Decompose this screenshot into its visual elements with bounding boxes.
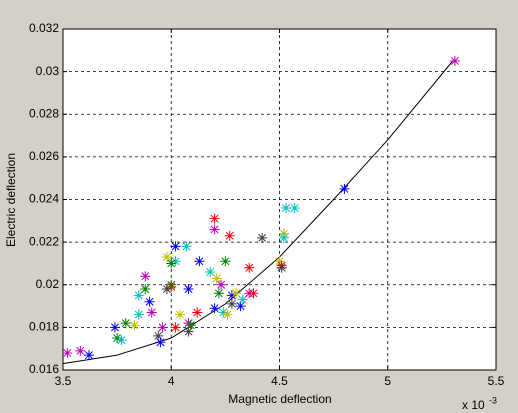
point [209, 224, 220, 235]
point [140, 271, 151, 282]
y-tick-label: 0.026 [29, 149, 59, 163]
point [174, 309, 185, 320]
x-tick-label: 5 [384, 374, 391, 388]
point [75, 345, 86, 356]
point [133, 290, 144, 301]
point [109, 322, 120, 333]
x-tick-label: 4 [168, 374, 175, 388]
axes-box [62, 28, 497, 371]
point [213, 288, 224, 299]
point [155, 337, 166, 348]
point [120, 318, 131, 329]
x-axis-label: Magnetic deflection [228, 392, 331, 406]
point [146, 307, 157, 318]
point [192, 307, 203, 318]
point [231, 288, 242, 299]
point [278, 232, 289, 243]
point [185, 320, 196, 331]
point [224, 230, 235, 241]
y-tick-label: 0.03 [36, 64, 60, 78]
point [205, 266, 216, 277]
point [248, 288, 259, 299]
x-tick-label: 4.5 [271, 374, 288, 388]
fit-curve [62, 60, 454, 365]
point [161, 284, 172, 295]
point [183, 326, 194, 337]
point [226, 298, 237, 309]
point [194, 256, 205, 267]
point [209, 303, 220, 314]
point [170, 256, 181, 267]
point [211, 273, 222, 284]
point [280, 203, 291, 214]
y-tick-label: 0.022 [29, 234, 59, 248]
point [170, 322, 181, 333]
y-tick-label: 0.028 [29, 106, 59, 120]
point [237, 294, 248, 305]
point [289, 203, 300, 214]
x-tick-label: 5.5 [488, 374, 505, 388]
point [276, 262, 287, 273]
point [116, 335, 127, 346]
point [133, 309, 144, 320]
y-tick-label: 0.02 [36, 277, 60, 291]
point [209, 213, 220, 224]
point [257, 232, 268, 243]
point [235, 301, 246, 312]
y-tick-label: 0.024 [29, 192, 59, 206]
point [170, 241, 181, 252]
x-tick-label: 3.5 [55, 374, 72, 388]
point [157, 322, 168, 333]
point [339, 183, 350, 194]
point [244, 262, 255, 273]
point [83, 350, 94, 361]
point [62, 347, 73, 358]
point [112, 333, 123, 344]
point [220, 256, 231, 267]
y-tick-label: 0.032 [29, 21, 59, 35]
point [274, 256, 285, 267]
point [216, 279, 227, 290]
point [226, 290, 237, 301]
point [129, 320, 140, 331]
point [161, 252, 172, 263]
point [166, 279, 177, 290]
y-tick-label: 0.016 [29, 362, 59, 376]
x-scale-exponent: -3 [489, 395, 497, 405]
point [183, 284, 194, 295]
y-axis-label: Electric deflection [4, 153, 18, 247]
x-scale-label: x 10 [462, 398, 485, 412]
point [153, 330, 164, 341]
point [218, 307, 229, 318]
point [140, 284, 151, 295]
y-tick-label: 0.018 [29, 320, 59, 334]
point [144, 296, 155, 307]
point [181, 241, 192, 252]
point [449, 55, 460, 66]
point [166, 258, 177, 269]
point [222, 309, 233, 320]
